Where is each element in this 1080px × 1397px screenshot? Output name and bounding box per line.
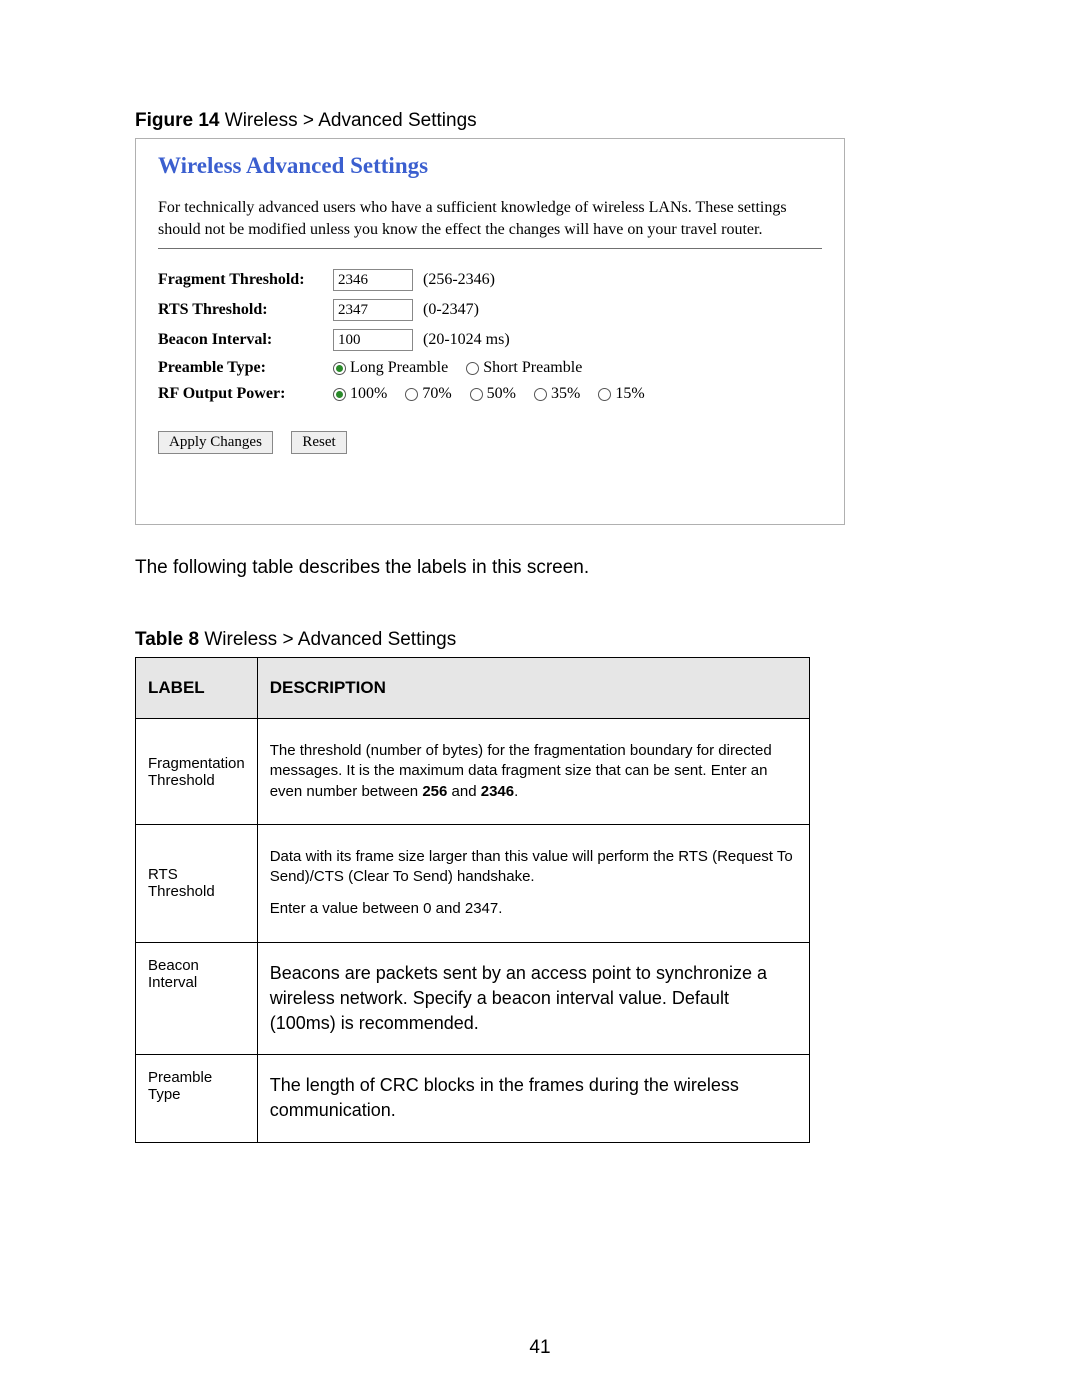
row-rts: RTS Threshold: (0-2347) [158, 299, 822, 321]
radio-icon [598, 388, 611, 401]
label-rfpower: RF Output Power: [158, 385, 333, 403]
radio-short-preamble[interactable]: Short Preamble [466, 359, 582, 377]
radio-70[interactable]: 70% [405, 385, 451, 403]
cell-preamble-desc: The length of CRC blocks in the frames d… [257, 1055, 809, 1142]
hint-rts: (0-2347) [423, 301, 479, 319]
row-fragment: Fragment Threshold: (256-2346) [158, 269, 822, 291]
frag-post: . [514, 783, 518, 800]
cell-rts-desc: Data with its frame size larger than thi… [257, 824, 809, 942]
frag-mid: and [447, 783, 480, 800]
panel-divider [158, 248, 822, 249]
table-caption: Table 8 Wireless > Advanced Settings [135, 629, 945, 651]
apply-button[interactable]: Apply Changes [158, 431, 273, 454]
table-row: Beacon Interval Beacons are packets sent… [136, 942, 810, 1055]
after-panel-text: The following table describes the labels… [135, 557, 945, 579]
table-row: Preamble Type The length of CRC blocks i… [136, 1055, 810, 1142]
th-desc: Description [257, 658, 809, 719]
radio-icon [333, 388, 346, 401]
row-beacon: Beacon Interval: (20-1024 ms) [158, 329, 822, 351]
frag-desc-pre: The threshold (number of bytes) for the … [270, 742, 772, 800]
cell-beacon-desc: Beacons are packets sent by an access po… [257, 942, 809, 1055]
radio-50-label: 50% [487, 385, 516, 403]
frag-b2: 2346 [481, 783, 514, 800]
label-preamble: Preamble Type: [158, 359, 333, 377]
radio-icon [466, 362, 479, 375]
input-fragment[interactable] [333, 269, 413, 291]
button-row: Apply Changes Reset [158, 431, 822, 454]
radio-icon [534, 388, 547, 401]
table-row: Fragmentation Threshold The threshold (n… [136, 719, 810, 825]
label-beacon: Beacon Interval: [158, 331, 333, 349]
radio-short-label: Short Preamble [483, 359, 582, 377]
settings-panel: Wireless Advanced Settings For technical… [135, 138, 845, 525]
panel-title: Wireless Advanced Settings [158, 153, 822, 179]
description-table: Label Description Fragmentation Threshol… [135, 657, 810, 1142]
table-caption-bold: Table 8 [135, 629, 199, 650]
hint-beacon: (20-1024 ms) [423, 331, 510, 349]
radio-50[interactable]: 50% [470, 385, 516, 403]
figure-label-bold: Figure 14 [135, 110, 219, 131]
radio-long-preamble[interactable]: Long Preamble [333, 359, 448, 377]
radio-icon [470, 388, 483, 401]
radio-70-label: 70% [422, 385, 451, 403]
input-rts[interactable] [333, 299, 413, 321]
frag-b1: 256 [422, 783, 447, 800]
table-caption-rest: Wireless > Advanced Settings [199, 629, 456, 650]
cell-beacon-label: Beacon Interval [136, 942, 258, 1055]
radio-15-label: 15% [615, 385, 644, 403]
radio-35-label: 35% [551, 385, 580, 403]
row-preamble: Preamble Type: Long Preamble Short Pream… [158, 359, 822, 377]
rts-desc2: Enter a value between 0 and 2347. [270, 899, 797, 919]
cell-rts-label: RTS Threshold [136, 824, 258, 942]
cell-preamble-label: Preamble Type [136, 1055, 258, 1142]
hint-fragment: (256-2346) [423, 271, 495, 289]
figure-label-rest: Wireless > Advanced Settings [219, 110, 476, 131]
rts-desc1: Data with its frame size larger than thi… [270, 847, 797, 888]
radio-15[interactable]: 15% [598, 385, 644, 403]
reset-button[interactable]: Reset [291, 431, 346, 454]
row-rfpower: RF Output Power: 100% 70% 50% 35% [158, 385, 822, 403]
radio-icon [405, 388, 418, 401]
radio-35[interactable]: 35% [534, 385, 580, 403]
label-fragment: Fragment Threshold: [158, 271, 333, 289]
table-row: RTS Threshold Data with its frame size l… [136, 824, 810, 942]
table-header-row: Label Description [136, 658, 810, 719]
radio-icon [333, 362, 346, 375]
cell-frag-desc: The threshold (number of bytes) for the … [257, 719, 809, 825]
figure-caption: Figure 14 Wireless > Advanced Settings [135, 110, 945, 132]
label-rts: RTS Threshold: [158, 301, 333, 319]
radio-long-label: Long Preamble [350, 359, 448, 377]
radio-100-label: 100% [350, 385, 387, 403]
page-number: 41 [0, 1337, 1080, 1359]
panel-intro: For technically advanced users who have … [158, 197, 822, 240]
th-label: Label [136, 658, 258, 719]
input-beacon[interactable] [333, 329, 413, 351]
radio-100[interactable]: 100% [333, 385, 387, 403]
cell-frag-label: Fragmentation Threshold [136, 719, 258, 825]
